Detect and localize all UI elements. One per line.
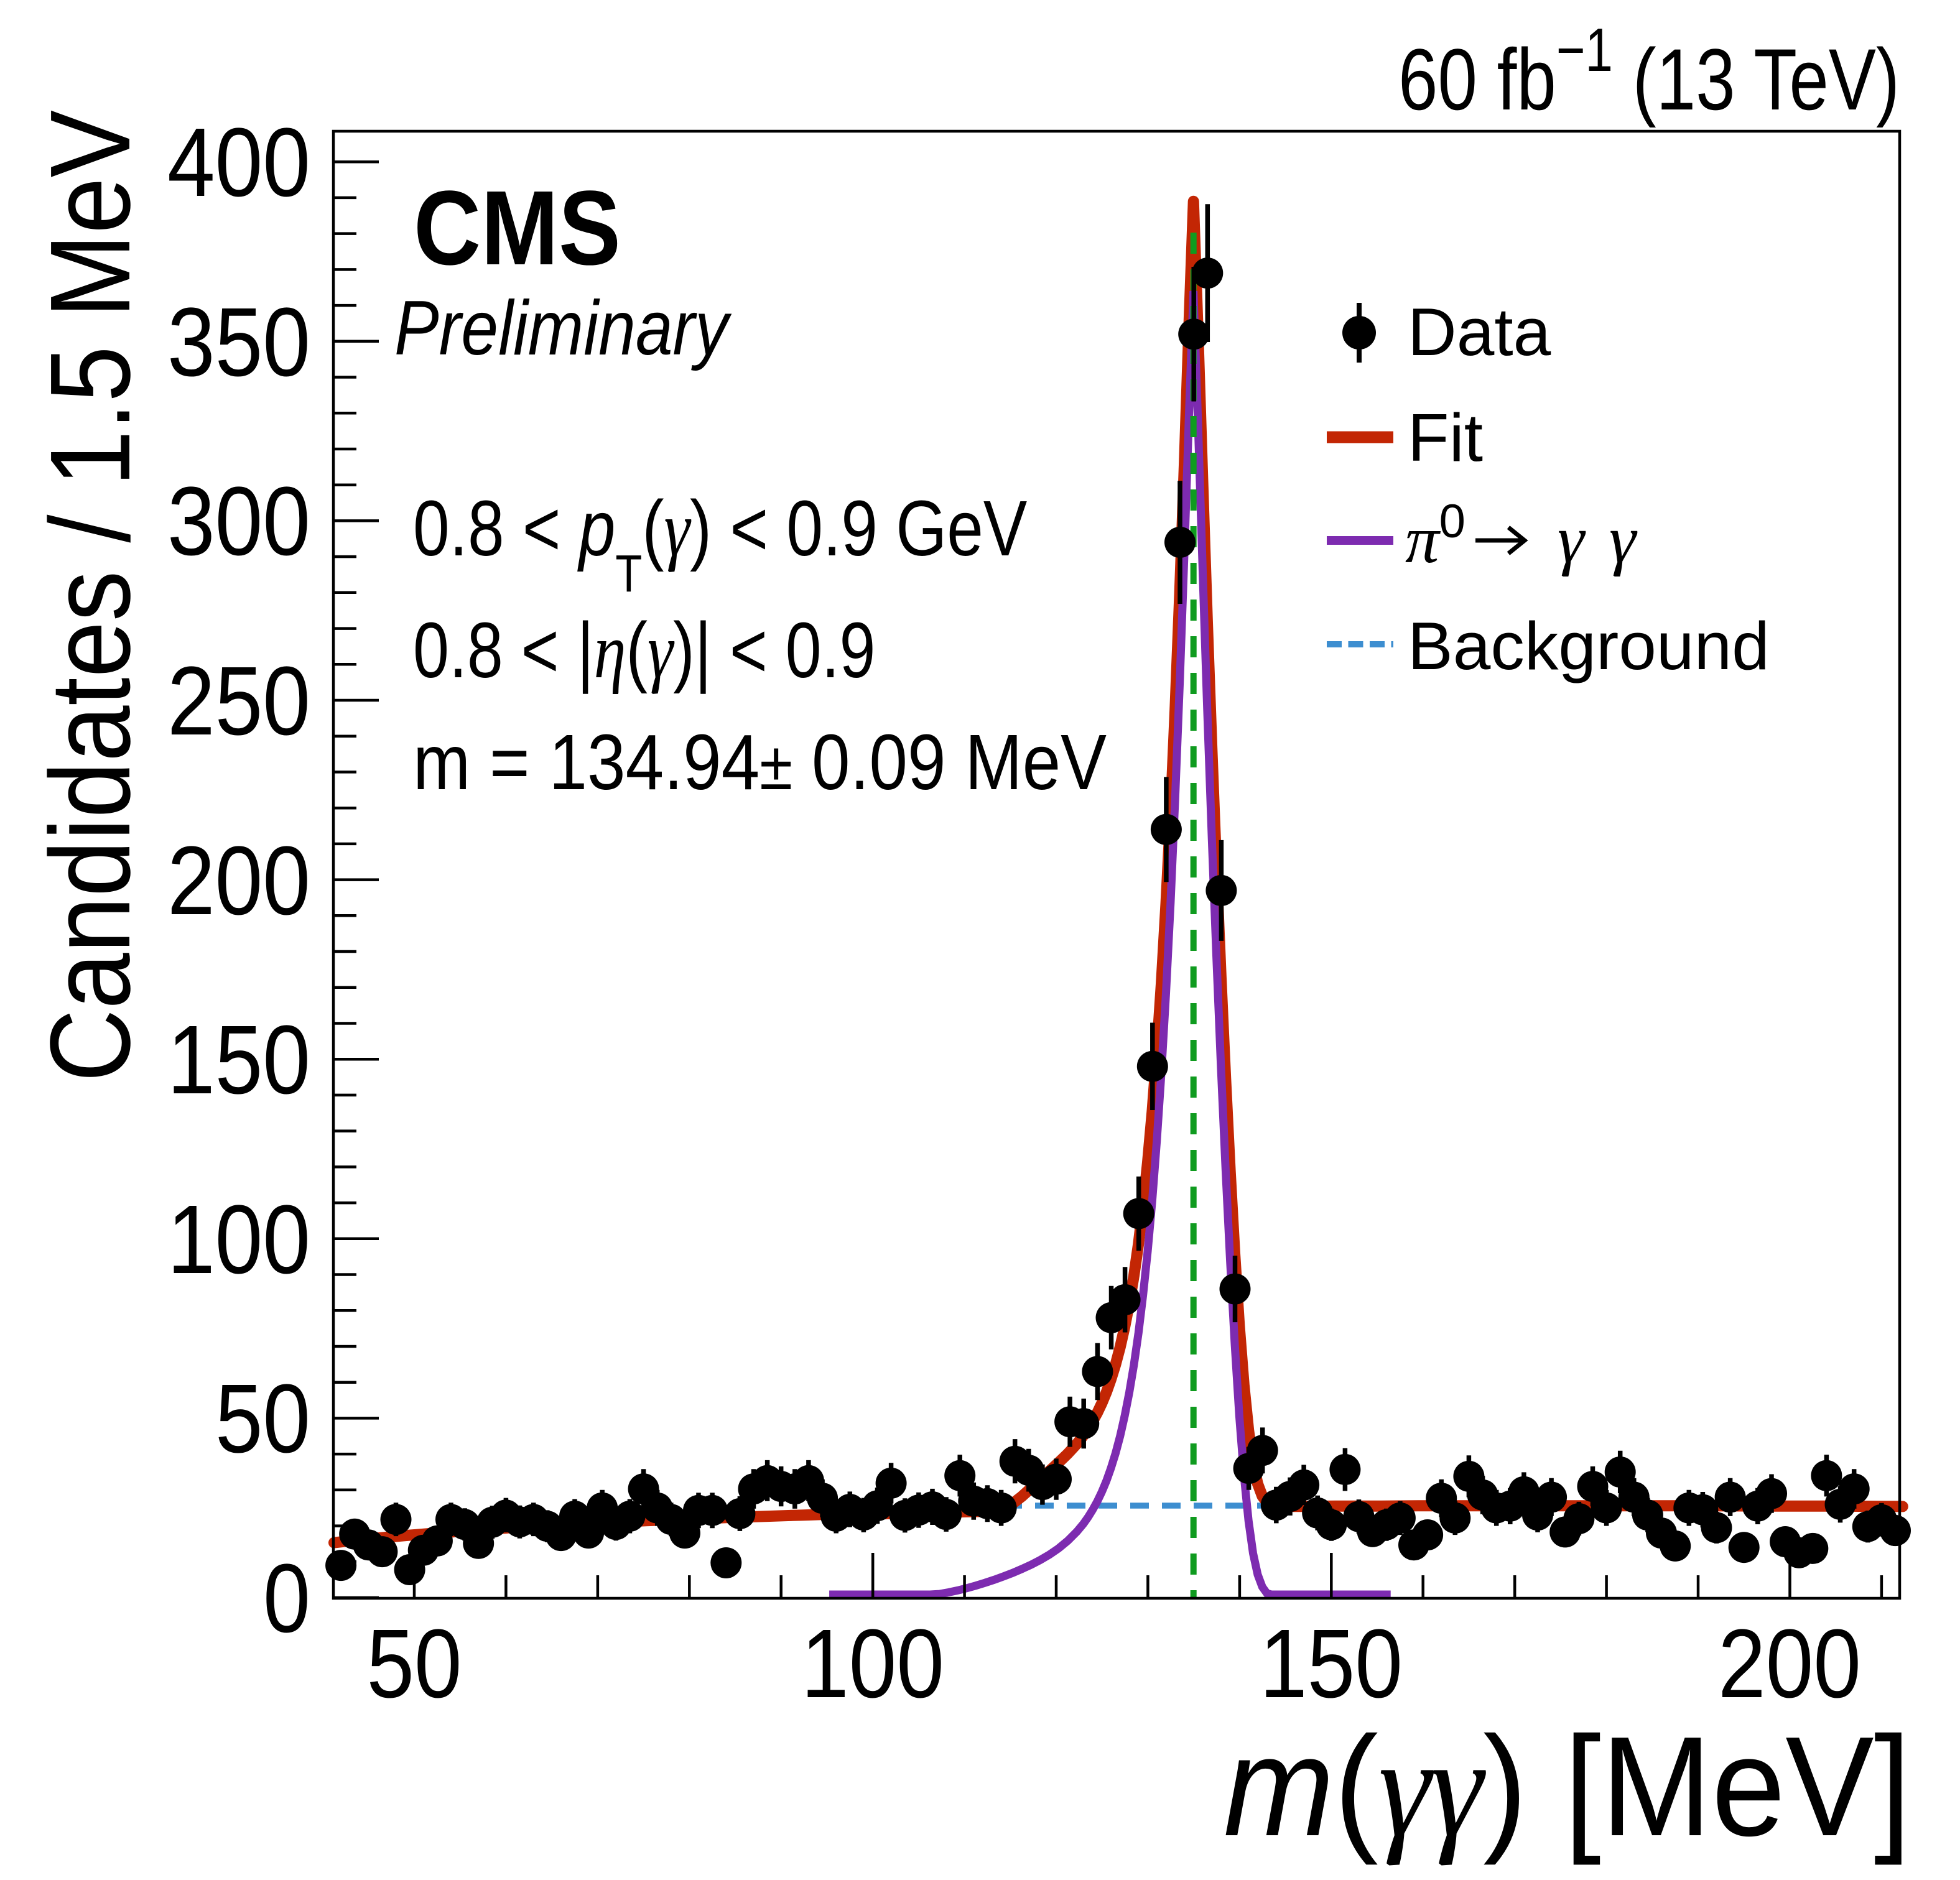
svg-text:50: 50 xyxy=(215,1364,310,1473)
svg-text:150: 150 xyxy=(167,1006,310,1114)
svg-text:50: 50 xyxy=(367,1609,462,1718)
svg-text:Data: Data xyxy=(1408,294,1551,370)
svg-text:CMS: CMS xyxy=(414,169,621,287)
svg-text:300: 300 xyxy=(167,467,310,576)
svg-text:0: 0 xyxy=(263,1544,310,1653)
svg-text:60 fb−1 (13 TeV): 60 fb−1 (13 TeV) xyxy=(1398,16,1900,128)
svg-text:m(γγ) [MeV]: m(γγ) [MeV] xyxy=(1224,1708,1911,1866)
svg-text:Fit: Fit xyxy=(1408,400,1483,476)
svg-text:100: 100 xyxy=(167,1185,310,1294)
svg-text:Preliminary: Preliminary xyxy=(394,285,732,371)
svg-text:m = 134.94± 0.09 MeV: m = 134.94± 0.09 MeV xyxy=(413,719,1107,806)
svg-text:0.8 < |η(γ)| < 0.9: 0.8 < |η(γ)| < 0.9 xyxy=(413,607,875,695)
svg-text:350: 350 xyxy=(167,288,310,397)
svg-text:150: 150 xyxy=(1260,1609,1403,1718)
svg-text:200: 200 xyxy=(1718,1609,1861,1718)
svg-text:250: 250 xyxy=(167,647,310,756)
svg-text:100: 100 xyxy=(801,1609,944,1718)
svg-text:Candidates / 1.5 MeV: Candidates / 1.5 MeV xyxy=(26,110,154,1082)
svg-text:200: 200 xyxy=(167,827,310,935)
svg-text:Background: Background xyxy=(1408,608,1770,684)
svg-text:400: 400 xyxy=(167,108,310,217)
